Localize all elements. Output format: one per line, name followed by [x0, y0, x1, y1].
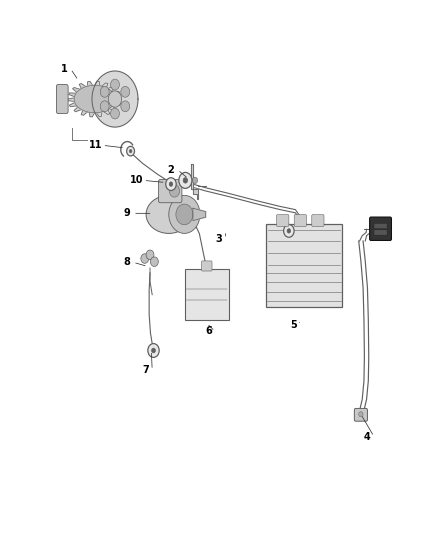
- Text: 4: 4: [364, 432, 371, 442]
- Circle shape: [192, 177, 198, 183]
- Circle shape: [148, 344, 159, 358]
- Circle shape: [121, 101, 130, 112]
- Circle shape: [166, 177, 176, 190]
- FancyBboxPatch shape: [354, 408, 367, 421]
- FancyBboxPatch shape: [159, 180, 182, 203]
- Polygon shape: [191, 165, 198, 199]
- FancyBboxPatch shape: [370, 217, 392, 240]
- Circle shape: [110, 79, 120, 90]
- Polygon shape: [92, 71, 138, 127]
- FancyBboxPatch shape: [312, 215, 324, 227]
- Circle shape: [152, 348, 155, 353]
- Circle shape: [110, 108, 120, 119]
- Text: 7: 7: [142, 365, 149, 375]
- Circle shape: [100, 101, 109, 112]
- Circle shape: [150, 257, 158, 266]
- Circle shape: [141, 254, 149, 263]
- Text: 8: 8: [123, 257, 130, 267]
- FancyBboxPatch shape: [57, 85, 68, 114]
- Circle shape: [127, 147, 134, 156]
- FancyBboxPatch shape: [374, 223, 387, 229]
- Text: 6: 6: [205, 326, 212, 336]
- Circle shape: [169, 196, 200, 233]
- Text: 1: 1: [60, 64, 67, 74]
- Text: 9: 9: [123, 208, 130, 219]
- Text: 5: 5: [291, 320, 297, 330]
- FancyBboxPatch shape: [374, 230, 387, 235]
- Circle shape: [284, 224, 294, 237]
- Circle shape: [176, 204, 193, 225]
- Circle shape: [169, 182, 173, 187]
- FancyBboxPatch shape: [201, 261, 212, 271]
- FancyBboxPatch shape: [266, 224, 343, 306]
- Polygon shape: [74, 85, 115, 112]
- Circle shape: [359, 411, 363, 417]
- Circle shape: [179, 172, 192, 188]
- Circle shape: [121, 86, 130, 97]
- Circle shape: [108, 91, 122, 107]
- Polygon shape: [68, 81, 121, 117]
- FancyBboxPatch shape: [277, 215, 289, 227]
- Ellipse shape: [146, 196, 191, 233]
- Text: 2: 2: [168, 165, 174, 175]
- Text: 3: 3: [215, 234, 223, 244]
- Circle shape: [183, 177, 187, 183]
- Circle shape: [100, 86, 109, 97]
- FancyBboxPatch shape: [294, 215, 307, 227]
- Circle shape: [146, 250, 154, 260]
- Text: 10: 10: [130, 175, 144, 185]
- Text: 11: 11: [89, 140, 102, 150]
- Polygon shape: [193, 208, 206, 221]
- Circle shape: [287, 229, 291, 233]
- Circle shape: [170, 185, 180, 197]
- FancyBboxPatch shape: [185, 269, 229, 320]
- Circle shape: [129, 149, 132, 153]
